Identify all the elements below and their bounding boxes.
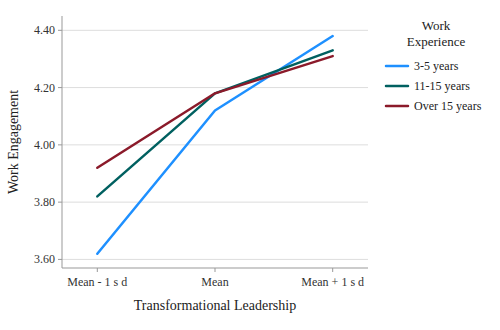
plot-area bbox=[97, 36, 332, 254]
series-line bbox=[97, 36, 332, 254]
y-tick bbox=[58, 30, 62, 31]
x-tick-label: Mean - 1 s d bbox=[67, 275, 127, 289]
y-tick-label: 3.80 bbox=[34, 195, 55, 209]
grid-line bbox=[62, 202, 368, 203]
chart-container: 3.60 3.80 4.00 4.20 4.40 Mean - 1 s d Mean Mean… bbox=[0, 0, 500, 330]
x-tick bbox=[332, 268, 333, 272]
y-tick-label: 4.20 bbox=[34, 81, 55, 95]
x-tick bbox=[215, 268, 216, 272]
legend-label: 11-15 years bbox=[414, 79, 470, 93]
legend-title-line: Work bbox=[422, 18, 451, 33]
x-tick-label: Mean + 1 s d bbox=[301, 275, 364, 289]
y-axis-label: Work Engagement bbox=[6, 90, 21, 194]
legend-swatch bbox=[386, 65, 408, 68]
grid-line bbox=[62, 30, 368, 31]
y-tick bbox=[58, 87, 62, 88]
x-axis-label: Transformational Leadership bbox=[134, 298, 296, 313]
chart: 3.60 3.80 4.00 4.20 4.40 Mean - 1 s d Mean Mean… bbox=[0, 0, 500, 330]
y-axis bbox=[62, 16, 63, 268]
x-tick-label: Mean bbox=[201, 275, 228, 289]
grid-line bbox=[62, 259, 368, 260]
legend-label: 3-5 years bbox=[414, 59, 459, 73]
series-line bbox=[97, 56, 332, 168]
legend-swatch bbox=[386, 105, 408, 108]
page: {"chart_data": {"type": "line", "categor… bbox=[0, 0, 500, 330]
legend-title: WorkExperience bbox=[407, 18, 466, 49]
grid-line bbox=[62, 144, 368, 145]
y-tick bbox=[58, 259, 62, 260]
y-tick-label: 4.40 bbox=[34, 23, 55, 37]
y-tick-label: 4.00 bbox=[34, 138, 55, 152]
legend: WorkExperience 3-5 years 11-15 years Over 1… bbox=[386, 18, 482, 113]
legend-label: Over 15 years bbox=[414, 99, 482, 113]
y-tick bbox=[58, 202, 62, 203]
legend-title-line: Experience bbox=[407, 34, 466, 49]
legend-swatch bbox=[386, 85, 408, 88]
y-tick-label: 3.60 bbox=[34, 252, 55, 266]
y-tick bbox=[58, 144, 62, 145]
series-line bbox=[97, 50, 332, 196]
x-tick bbox=[97, 268, 98, 272]
grid-line bbox=[62, 87, 368, 88]
